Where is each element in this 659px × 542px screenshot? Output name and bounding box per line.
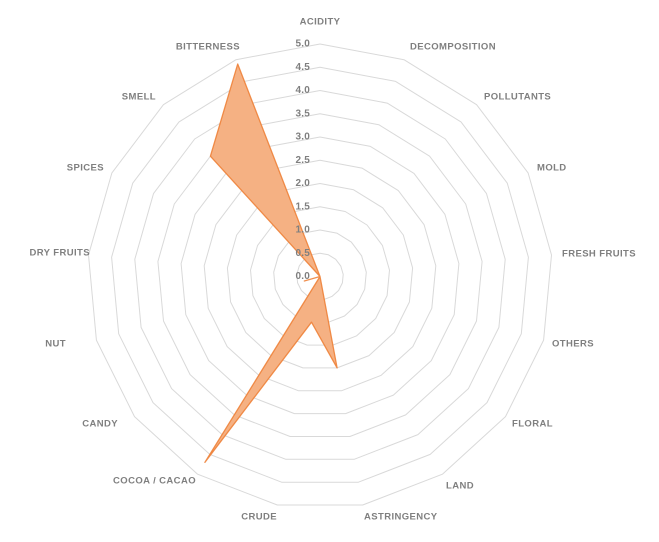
radial-tick-label: 4.5 <box>295 62 310 73</box>
category-label: SPICES <box>67 163 104 174</box>
grid-ring <box>134 90 506 460</box>
category-label: MOLD <box>537 163 567 174</box>
category-label: CRUDE <box>241 512 277 523</box>
data-series <box>204 63 338 463</box>
radial-tick-label: 1.5 <box>295 201 310 212</box>
radial-tick-label: 0.5 <box>295 248 310 259</box>
radial-tick-label: 2.5 <box>295 155 310 166</box>
category-label: ACIDITY <box>300 17 341 28</box>
category-label: SMELL <box>122 92 156 103</box>
data-series-polygon <box>204 63 338 463</box>
category-label: POLLUTANTS <box>484 92 551 103</box>
category-label: LAND <box>446 481 474 492</box>
grid-ring <box>226 183 414 369</box>
radial-tick-label: 0.0 <box>295 271 310 282</box>
grid-ring <box>250 206 390 346</box>
grid-ring <box>88 43 552 506</box>
category-label: OTHERS <box>552 339 594 350</box>
grid-ring <box>180 136 460 415</box>
radial-tick-label: 2.0 <box>295 178 310 189</box>
category-axis-labels: ACIDITY DECOMPOSITION POLLUTANTS MOLD FRESH … <box>30 17 636 523</box>
grid-ring <box>203 159 437 392</box>
category-label: CANDY <box>82 419 118 430</box>
radial-axis-tick-labels: 5.0 4.5 4.0 3.5 3.0 2.5 2.0 1.5 1.0 0.5 0.0 <box>295 39 310 283</box>
radial-tick-label: 1.0 <box>295 225 310 236</box>
grid-rings <box>88 43 552 506</box>
category-label: ASTRINGENCY <box>364 512 438 523</box>
radial-tick-label: 3.0 <box>295 132 310 143</box>
category-label: FRESH FRUITS <box>562 249 636 260</box>
grid-ring <box>157 113 483 437</box>
category-label: BITTERNESS <box>176 42 240 53</box>
category-label: DECOMPOSITION <box>410 42 496 53</box>
category-label: DRY FRUITS <box>30 248 90 259</box>
category-label: COCOA / CACAO <box>113 476 196 487</box>
category-label: NUT <box>45 339 66 350</box>
category-label: FLORAL <box>512 419 553 430</box>
radial-tick-label: 5.0 <box>295 39 310 50</box>
grid-ring <box>111 66 529 483</box>
radial-tick-label: 4.0 <box>295 85 310 96</box>
radial-tick-label: 3.5 <box>295 108 310 119</box>
